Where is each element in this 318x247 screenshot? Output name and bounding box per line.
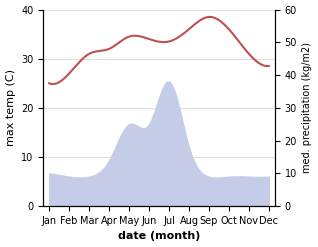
X-axis label: date (month): date (month) [118,231,200,242]
Y-axis label: med. precipitation (kg/m2): med. precipitation (kg/m2) [302,42,313,173]
Y-axis label: max temp (C): max temp (C) [5,69,16,146]
